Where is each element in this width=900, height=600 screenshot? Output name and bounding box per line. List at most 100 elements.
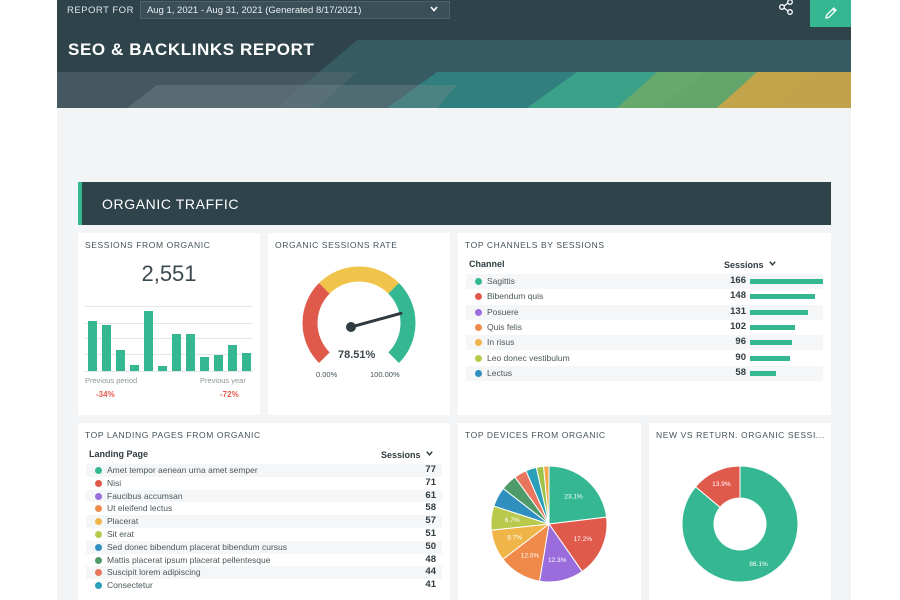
slice-label: 86.1% <box>749 561 768 568</box>
sparkline-bar <box>200 356 209 371</box>
prev-year-label: Previous year <box>200 376 246 385</box>
table-row[interactable]: Quis felis 102 <box>466 320 823 335</box>
table-row[interactable]: Sit erat 51 <box>86 528 442 541</box>
report-for-label: REPORT FOR <box>67 4 134 16</box>
date-range-select[interactable]: Aug 1, 2021 - Aug 31, 2021 (Generated 8/… <box>139 1 450 19</box>
card-title: SESSIONS FROM ORGANIC <box>85 240 211 250</box>
legend-dot <box>475 369 482 377</box>
slice-label: 12.3% <box>548 557 567 564</box>
sparkline-bar <box>214 355 223 371</box>
table-row[interactable]: Faucibus accumsan 61 <box>86 489 442 503</box>
landing-page-sessions-value: 50 <box>425 540 436 552</box>
sparkline-bar <box>144 311 153 371</box>
landing-pages-card: TOP LANDING PAGES FROM ORGANIC Landing P… <box>78 423 450 600</box>
sessions-value: 2,551 <box>141 261 197 286</box>
channel-sessions-value: 131 <box>730 305 746 317</box>
landing-page-label: Placerat <box>107 516 139 527</box>
legend-dot <box>95 467 102 474</box>
table-row[interactable]: Sed donec bibendum placerat bibendum cur… <box>86 540 442 554</box>
chevron-down-icon <box>769 261 776 266</box>
landing-page-label: Consectetur <box>107 580 153 591</box>
channel-sessions-bar <box>750 294 816 300</box>
sparkline-bar <box>158 366 167 371</box>
landing-page-label: Mattis placerat ipsum placerat pellentes… <box>107 554 271 565</box>
sessions-card: SESSIONS FROM ORGANIC 2,551 Previous per… <box>78 233 260 415</box>
table-row[interactable]: Consectetur 41 <box>86 579 442 592</box>
slice-label: 17.2% <box>574 536 593 543</box>
legend-dot <box>95 556 102 564</box>
gauge-segment <box>302 283 330 363</box>
device-slice[interactable] <box>548 516 608 573</box>
card-title: TOP DEVICES FROM ORGANIC <box>465 430 606 440</box>
table-row[interactable]: Suscipit lorem adipiscing 44 <box>86 566 442 580</box>
channel-sessions-value: 166 <box>730 275 746 286</box>
chevron-down-icon <box>429 4 439 17</box>
legend-dot <box>95 543 102 551</box>
legend-dot <box>475 308 482 316</box>
new-return-slice[interactable] <box>681 465 799 583</box>
landing-page-sessions-value: 51 <box>425 528 436 539</box>
table-row[interactable]: Amet tempor aenean urna amet semper 77 <box>86 464 442 477</box>
device-slice[interactable] <box>542 465 550 525</box>
prev-year-change: -72% <box>220 390 239 399</box>
landing-page-sessions-value: 41 <box>425 579 436 591</box>
table-row[interactable]: Leo donec vestibulum 90 <box>466 351 823 366</box>
channel-sessions-bar <box>750 355 790 361</box>
channel-sessions-bar <box>750 309 808 315</box>
grid-line <box>85 323 253 324</box>
sessions-column-header[interactable]: Sessions <box>724 259 777 270</box>
card-title: TOP LANDING PAGES FROM ORGANIC <box>85 430 261 440</box>
pencil-icon <box>824 6 837 19</box>
sessions-column-header[interactable]: Sessions <box>381 449 434 460</box>
table-row[interactable]: Sagittis 166 <box>466 274 823 289</box>
table-row[interactable]: Placerat 57 <box>86 515 442 528</box>
gauge-hub <box>346 322 356 332</box>
channel-sessions-value: 96 <box>735 336 746 348</box>
landing-page-label: Faucibus accumsan <box>107 490 183 501</box>
edit-button[interactable] <box>810 0 851 27</box>
header-stripes <box>57 40 851 108</box>
legend-dot <box>95 518 102 526</box>
channel-label: Quis felis <box>487 321 522 332</box>
section-title: ORGANIC TRAFFIC <box>102 196 240 212</box>
table-row[interactable]: Bibendum quis 148 <box>466 289 823 304</box>
legend-dot <box>95 531 102 538</box>
channel-sessions-bar <box>750 370 776 376</box>
report-page: REPORT FOR Aug 1, 2021 - Aug 31, 2021 (G… <box>57 0 851 600</box>
landing-page-sessions-value: 77 <box>425 464 436 475</box>
sessions-rate-gauge <box>302 266 416 363</box>
channel-sessions-bar <box>750 324 795 330</box>
sparkline-bar <box>242 353 251 371</box>
channel-label: Leo donec vestibulum <box>487 352 570 363</box>
section-header: ORGANIC TRAFFIC <box>78 182 831 225</box>
sparkline-bar <box>116 350 125 371</box>
landing-page-label: Sit erat <box>107 529 134 539</box>
sparkline-bar <box>130 364 139 371</box>
grid-line <box>85 338 253 339</box>
table-row[interactable]: Posuere 131 <box>466 304 823 320</box>
table-row[interactable]: In risus 96 <box>466 335 823 351</box>
legend-dot <box>95 569 102 577</box>
card-title: TOP CHANNELS BY SESSIONS <box>465 240 605 250</box>
table-row[interactable]: Mattis placerat ipsum placerat pellentes… <box>86 554 442 567</box>
table-row[interactable]: Lectus 58 <box>466 365 823 381</box>
prev-period-change: -34% <box>96 390 115 399</box>
legend-dot <box>95 479 102 487</box>
table-row[interactable]: Ut eleifend lectus 58 <box>86 502 442 515</box>
landing-page-sessions-value: 57 <box>425 515 436 527</box>
gauge-max-label: 100.00% <box>370 370 400 379</box>
gauge-segment <box>388 283 416 363</box>
sparkline-bar <box>88 321 97 371</box>
device-slice[interactable] <box>548 465 608 525</box>
share-icon[interactable] <box>777 0 795 16</box>
slice-label: 13.9% <box>712 481 731 488</box>
landing-page-column-header: Landing Page <box>89 449 149 459</box>
landing-page-sessions-value: 48 <box>425 553 436 565</box>
new-return-slice[interactable] <box>694 465 741 509</box>
slice-label: 8.7% <box>507 535 522 542</box>
card-title: ORGANIC SESSIONS RATE <box>275 240 398 250</box>
channel-label: Bibendum quis <box>487 291 544 302</box>
table-row[interactable]: Nisi 71 <box>86 477 442 490</box>
slice-label: 6.7% <box>505 517 520 524</box>
slice-label: 12.0% <box>521 553 540 560</box>
